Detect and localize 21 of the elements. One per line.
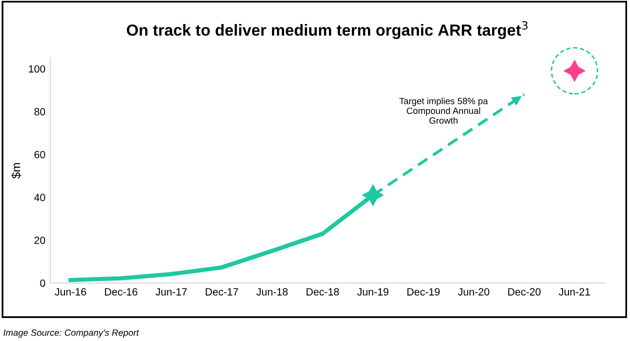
x-tick-label: Dec-16 [105, 288, 138, 296]
y-tick-label: 0 [40, 280, 46, 287]
chart-title: On track to deliver medium term organic ARR target$^{3}$ [126, 21, 528, 40]
x-tick-label: Dec-20 [508, 288, 541, 296]
y-tick-label: 100 [28, 65, 46, 73]
x-tick-label: Jun-17 [156, 288, 187, 296]
y-tick-label: 60 [34, 150, 46, 158]
x-tick-label: Jun-20 [458, 288, 490, 296]
x-tick-label: Jun-21 [558, 288, 590, 296]
y-tick-label: 80 [34, 108, 46, 116]
x-tick-label: Jun-18 [256, 288, 288, 296]
x-tick-label: Dec-19 [407, 288, 440, 296]
y-tick-label: 40 [34, 194, 46, 202]
y-axis-title: $m [11, 163, 21, 179]
y-tick-label: 20 [34, 236, 46, 244]
x-tick-label: Dec-17 [206, 288, 238, 296]
x-tick-label: Jun-19 [357, 288, 388, 296]
text: Image Source: Company's Report [4, 329, 140, 338]
x-tick-label: Dec-18 [306, 288, 339, 296]
annotation: Target implies 58% pa Compound Annual Growth [399, 98, 488, 124]
x-tick-label: Jun-16 [54, 288, 86, 296]
